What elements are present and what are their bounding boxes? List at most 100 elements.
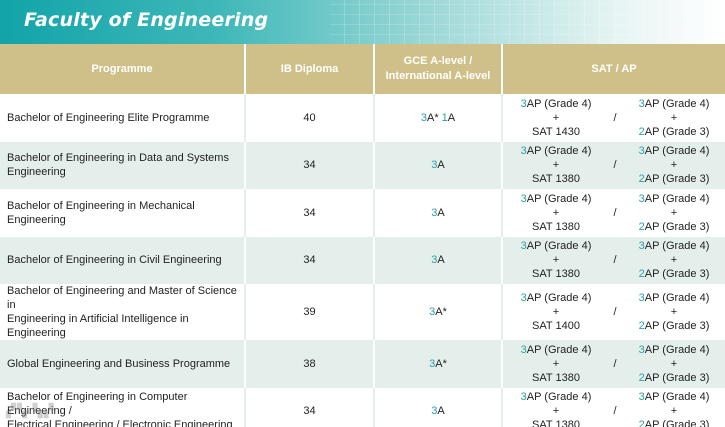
ib-score-cell: 34 — [244, 189, 374, 237]
programme-cell: Bachelor of Engineering Elite Programme — [0, 94, 245, 142]
gce-grade: A* — [426, 111, 442, 124]
ap-count-2: 2 — [638, 220, 645, 233]
ap-count: 3 — [638, 97, 645, 110]
table-row: Bachelor of Engineering in Civil Enginee… — [0, 236, 725, 284]
faculty-banner: Faculty of Engineering — [0, 0, 725, 44]
sat-option-2: 3AP (Grade 4) + 2AP (Grade 3) — [635, 239, 713, 281]
ap-count: 3 — [638, 343, 645, 356]
option-separator: / — [613, 357, 617, 370]
gce-count: 3 — [420, 111, 427, 124]
ib-score-cell: 39 — [244, 284, 374, 340]
ap-count: 3 — [520, 97, 527, 110]
ap-count: 3 — [520, 391, 527, 404]
sat-option-2: 3AP (Grade 4) + 2AP (Grade 3) — [635, 97, 713, 139]
gce-requirement-cell: 3A* — [373, 340, 502, 388]
option-separator: / — [613, 306, 617, 318]
gce-grade: A — [437, 405, 445, 418]
sat-option-2: 3AP (Grade 4) + 2AP (Grade 3) — [635, 343, 713, 385]
gce-count: 3 — [429, 306, 436, 318]
ap-requirement: AP (Grade 4) + — [644, 292, 710, 318]
programme-name-line2: Electrical Engineering / Electronic Engi… — [7, 419, 233, 427]
gce-requirement-cell: 3A — [373, 189, 502, 237]
ap-requirement-2: AP (Grade 3) — [644, 125, 710, 138]
ap-count: 3 — [638, 192, 645, 205]
header-gce-line1: GCE A-level / — [403, 55, 473, 67]
sat-score: SAT 1380 — [532, 220, 580, 233]
admission-requirements-table: Programme IB Diploma GCE A-level / Inter… — [0, 44, 725, 427]
sat-ap-cell: 3AP (Grade 4) + SAT 1380 / 3AP (Grade 4)… — [501, 141, 725, 189]
circuit-pattern-decoration — [330, 0, 725, 44]
page-title: Faculty of Engineering — [24, 9, 269, 31]
sat-ap-cell: 3AP (Grade 4) + SAT 1380 / 3AP (Grade 4)… — [501, 189, 725, 237]
sat-option-1: 3AP (Grade 4) + SAT 1380 — [517, 144, 595, 186]
programme-cell: Bachelor of Engineering in Mechanical En… — [0, 189, 245, 237]
programme-cell: Bachelor of Engineering in Civil Enginee… — [0, 236, 245, 284]
ap-requirement-2: AP (Grade 3) — [644, 173, 710, 186]
ib-score-cell: 40 — [244, 94, 374, 142]
sat-option-2: 3AP (Grade 4) + 2AP (Grade 3) — [635, 291, 713, 333]
ap-count: 3 — [638, 240, 645, 253]
sat-score: SAT 1430 — [532, 125, 580, 138]
gce-grade: A — [437, 159, 445, 172]
programme-name-line1: Bachelor of Engineering in Mechanical En… — [7, 199, 195, 226]
option-separator: / — [613, 254, 617, 267]
programme-name-line2: Engineering — [7, 166, 66, 179]
ap-count: 3 — [520, 343, 527, 356]
sat-ap-cell: 3AP (Grade 4) + SAT 1430 / 3AP (Grade 4)… — [501, 94, 725, 142]
table-body: Bachelor of Engineering Elite Programme … — [0, 94, 725, 427]
table-row: Bachelor of Engineering in Data and Syst… — [0, 141, 725, 189]
programme-cell: Bachelor of Engineering and Master of Sc… — [0, 284, 245, 340]
programme-name-line1: Bachelor of Engineering in Computer Engi… — [7, 391, 188, 418]
option-separator: / — [613, 111, 617, 124]
gce-count: 3 — [431, 159, 438, 172]
sat-option-1: 3AP (Grade 4) + SAT 1380 — [517, 192, 595, 234]
sat-option-1: 3AP (Grade 4) + SAT 1380 — [517, 390, 595, 427]
ap-requirement: AP (Grade 4) + — [644, 145, 710, 172]
ib-score-cell: 38 — [244, 340, 374, 388]
ap-requirement: AP (Grade 4) + — [526, 391, 592, 418]
ap-count-2: 2 — [638, 320, 645, 332]
ap-count-2: 2 — [638, 419, 645, 427]
table-row: Bachelor of Engineering in Mechanical En… — [0, 189, 725, 237]
gce-grade: A — [437, 254, 445, 267]
ap-requirement: AP (Grade 4) + — [526, 97, 592, 124]
gce-grade: A* — [435, 357, 447, 370]
ap-count-2: 2 — [638, 125, 645, 138]
ap-requirement-2: AP (Grade 3) — [644, 320, 710, 332]
ap-requirement: AP (Grade 4) + — [526, 192, 592, 219]
ap-requirement: AP (Grade 4) + — [644, 97, 710, 124]
programme-name-line1: Bachelor of Engineering in Data and Syst… — [7, 152, 229, 165]
programme-cell: Bachelor of Engineering in Data and Syst… — [0, 141, 245, 189]
option-separator: / — [613, 206, 617, 219]
gce-requirement-cell: 3A* — [373, 284, 502, 340]
table-row: Bachelor of Engineering in Computer Engi… — [0, 387, 725, 427]
watermark-logo: ▞▚ ▚▞ — [6, 403, 55, 418]
ap-count: 3 — [520, 292, 527, 304]
gce-grade: A — [437, 206, 445, 219]
table-row: Global Engineering and Business Programm… — [0, 340, 725, 388]
ap-requirement: AP (Grade 4) + — [644, 240, 710, 267]
gce-grade: A — [447, 111, 456, 124]
table-header-row: Programme IB Diploma GCE A-level / Inter… — [0, 44, 725, 94]
header-programme: Programme — [0, 44, 245, 94]
sat-score: SAT 1380 — [532, 268, 580, 281]
table-row: Bachelor of Engineering Elite Programme … — [0, 94, 725, 142]
ib-score-cell: 34 — [244, 387, 374, 427]
programme-cell: Bachelor of Engineering in Computer Engi… — [0, 387, 245, 427]
sat-option-1: 3AP (Grade 4) + SAT 1430 — [517, 97, 595, 139]
sat-score: SAT 1400 — [532, 320, 580, 332]
programme-name-line2: Engineering in Artificial Intelligence i… — [7, 313, 189, 339]
table-row: Bachelor of Engineering and Master of Sc… — [0, 284, 725, 340]
ap-requirement: AP (Grade 4) + — [526, 145, 592, 172]
programme-cell: Global Engineering and Business Programm… — [0, 340, 245, 388]
ib-score-cell: 34 — [244, 141, 374, 189]
ap-requirement: AP (Grade 4) + — [644, 343, 710, 370]
ap-count-2: 2 — [638, 173, 645, 186]
ap-requirement: AP (Grade 4) + — [644, 192, 710, 219]
sat-score: SAT 1380 — [532, 371, 580, 384]
sat-option-2: 3AP (Grade 4) + 2AP (Grade 3) — [635, 390, 713, 427]
ap-requirement-2: AP (Grade 3) — [644, 419, 710, 427]
ap-count-2: 2 — [638, 371, 645, 384]
header-gce-a-level: GCE A-level / International A-level — [373, 44, 502, 94]
ap-requirement-2: AP (Grade 3) — [644, 371, 710, 384]
